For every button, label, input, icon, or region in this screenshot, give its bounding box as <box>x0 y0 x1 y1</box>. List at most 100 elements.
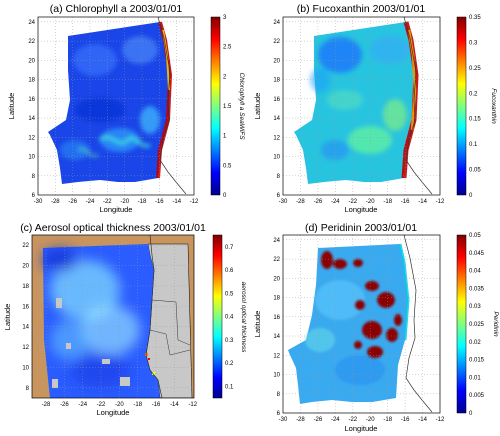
panel-c-grid <box>32 235 194 398</box>
panel-c-ytick: 12 <box>22 345 29 351</box>
panel-b-ctick: 0.05 <box>469 168 481 174</box>
panel-b-ytick: 24 <box>273 20 280 26</box>
panel-b-xlabel: Longitude <box>345 205 378 214</box>
panel-b-ctick: 0 <box>469 193 473 199</box>
panel-a-xtick: -22 <box>103 199 112 205</box>
panel-a-ctick: 3 <box>223 15 227 21</box>
panel-a-ctick: 1.5 <box>223 104 232 110</box>
panel-b-yticks: 6 8 10 12 14 16 18 20 22 24 <box>273 20 280 199</box>
panel-c-xtick: -12 <box>188 402 197 408</box>
panel-d-xticks: -30 -28 -26 -24 -22 -20 -18 -16 -14 -12 <box>279 417 445 423</box>
panel-c-xtick: -18 <box>133 402 142 408</box>
panel-b-xtick: -22 <box>348 199 357 205</box>
panel-a-map <box>38 17 194 195</box>
panel-d-xtick: -28 <box>296 417 305 423</box>
panel-b-xticks: -30 -28 -26 -24 -22 -20 -18 -16 -14 -12 <box>279 199 445 205</box>
panel-b: (b) Fucoxanthin 2003/01/01 <box>253 3 497 214</box>
panel-a-colorbar-label: Chlorophyll a SeaWiFS <box>238 72 245 140</box>
panel-c-ytick: 18 <box>22 284 29 290</box>
panel-d-colorbar-label: Peridinin <box>492 311 499 337</box>
panel-c-xtick: -22 <box>97 402 106 408</box>
panel-b-ytick: 14 <box>273 116 280 122</box>
panel-a-xtick: -28 <box>51 199 60 205</box>
panel-d-ylabel: Latitude <box>253 311 262 338</box>
panel-c-title: (c) Aerosol optical thickness 2003/01/01 <box>20 222 206 234</box>
panel-a-xtick: -20 <box>120 199 129 205</box>
panel-a-ctick: 2 <box>223 74 227 80</box>
panel-b-ctick: 0.3 <box>469 40 478 46</box>
panel-d-ctick: 0 <box>469 411 473 417</box>
panel-a-ytick: 6 <box>32 193 36 199</box>
panel-b-colorbar-label: Fucoxanthin <box>490 88 497 124</box>
panel-c-colorbar-label: aerosol optical thickness <box>240 282 247 354</box>
panel-d-cticks: 0 0.005 0.01 0.015 0.02 0.025 0.03 0.035… <box>469 233 485 417</box>
panel-b-colorbar <box>456 16 467 196</box>
panel-d-ytick: 20 <box>273 276 280 282</box>
panel-b-ytick: 6 <box>277 193 281 199</box>
panel-d-ytick: 18 <box>273 296 280 302</box>
panel-c-ctick: 0.7 <box>225 245 234 251</box>
panel-d-ctick: 0.04 <box>469 269 481 275</box>
panel-a-colorbar <box>210 16 221 196</box>
panel-a-ctick: 1 <box>223 134 227 140</box>
panel-d-axes-frame <box>282 234 441 414</box>
panel-d-xtick: -26 <box>314 417 323 423</box>
panel-b-ctick: 0.2 <box>469 91 478 97</box>
panel-c-ytick: 14 <box>22 325 29 331</box>
panel-d-xtick: -18 <box>383 417 392 423</box>
panel-a-ytick: 12 <box>28 135 35 141</box>
panel-b-xtick: -24 <box>331 199 340 205</box>
panel-c-xtick: -20 <box>115 402 124 408</box>
panel-a-coastline <box>157 17 187 195</box>
panel-a-ytick: 22 <box>28 39 35 45</box>
panel-b-ytick: 18 <box>273 78 280 84</box>
panel-b-cticks: 0 0.05 0.1 0.15 0.2 0.25 0.3 0.35 <box>469 15 481 199</box>
panel-a-swath-texture <box>60 36 160 160</box>
panel-d-ctick: 0.05 <box>469 233 481 239</box>
panel-c-ctick: 0.6 <box>225 268 234 274</box>
panel-b-map <box>283 17 440 195</box>
panel-d-swath-texture <box>305 280 385 385</box>
panel-a-xticks: -30 -28 -26 -24 -22 -20 -18 -16 -14 -12 <box>34 199 199 205</box>
panel-b-ytick: 12 <box>273 135 280 141</box>
panel-b-xtick: -12 <box>436 199 445 205</box>
panel-a-cticks: 0 0.5 1 1.5 2 2.5 3 <box>223 15 232 199</box>
panel-c-xtick: -14 <box>170 402 179 408</box>
panel-a-xtick: -14 <box>172 199 181 205</box>
panel-d-ytick: 8 <box>277 392 281 398</box>
panel-d-colorbar <box>456 234 467 414</box>
panel-a-title: (a) Chlorophyll a 2003/01/01 <box>50 3 183 15</box>
panel-b-title: (b) Fucoxanthin 2003/01/01 <box>297 3 426 15</box>
panel-c-ytick: 10 <box>22 365 29 371</box>
panel-b-ytick: 10 <box>273 155 280 161</box>
panel-b-xtick: -28 <box>296 199 305 205</box>
panel-c-coastal-speckles <box>145 353 155 375</box>
panel-c-ctick: 0.4 <box>225 315 234 321</box>
panel-c-xticks: -28 -26 -24 -22 -20 -18 -16 -14 -12 <box>42 402 198 408</box>
panel-c-ctick: 0.5 <box>225 291 234 297</box>
panel-a-ytick: 10 <box>28 155 35 161</box>
panel-a-xtick: -18 <box>138 199 147 205</box>
panel-b-xtick: -20 <box>366 199 375 205</box>
panel-b-ylabel: Latitude <box>253 93 262 120</box>
panel-d-xtick: -22 <box>348 417 357 423</box>
panel-c-colorbar <box>212 234 223 399</box>
panel-d-ctick: 0.035 <box>469 286 485 292</box>
panel-b-ctick: 0.25 <box>469 66 481 72</box>
panel-d-ytick: 16 <box>273 315 280 321</box>
panel-b-ctick: 0.15 <box>469 117 481 123</box>
panel-d-xtick: -20 <box>366 417 375 423</box>
panel-a-ctick: 2.5 <box>223 45 232 51</box>
panel-a-xlabel: Longitude <box>100 205 133 214</box>
panel-a-yticks: 6 8 10 12 14 16 18 20 22 24 <box>28 20 35 199</box>
panel-a: (a) Chlorophyll a 2003/01/01 <box>7 3 245 214</box>
panel-b-ytick: 16 <box>273 97 280 103</box>
panel-d-ctick: 0.005 <box>469 393 485 399</box>
panel-d-ytick: 12 <box>273 353 280 359</box>
panel-c-ylabel: Latitude <box>3 304 12 331</box>
panel-a-ytick: 18 <box>28 78 35 84</box>
panel-a-ctick: 0.5 <box>223 163 232 169</box>
panel-a-xtick: -24 <box>86 199 95 205</box>
panel-a-axes-frame <box>37 16 195 196</box>
